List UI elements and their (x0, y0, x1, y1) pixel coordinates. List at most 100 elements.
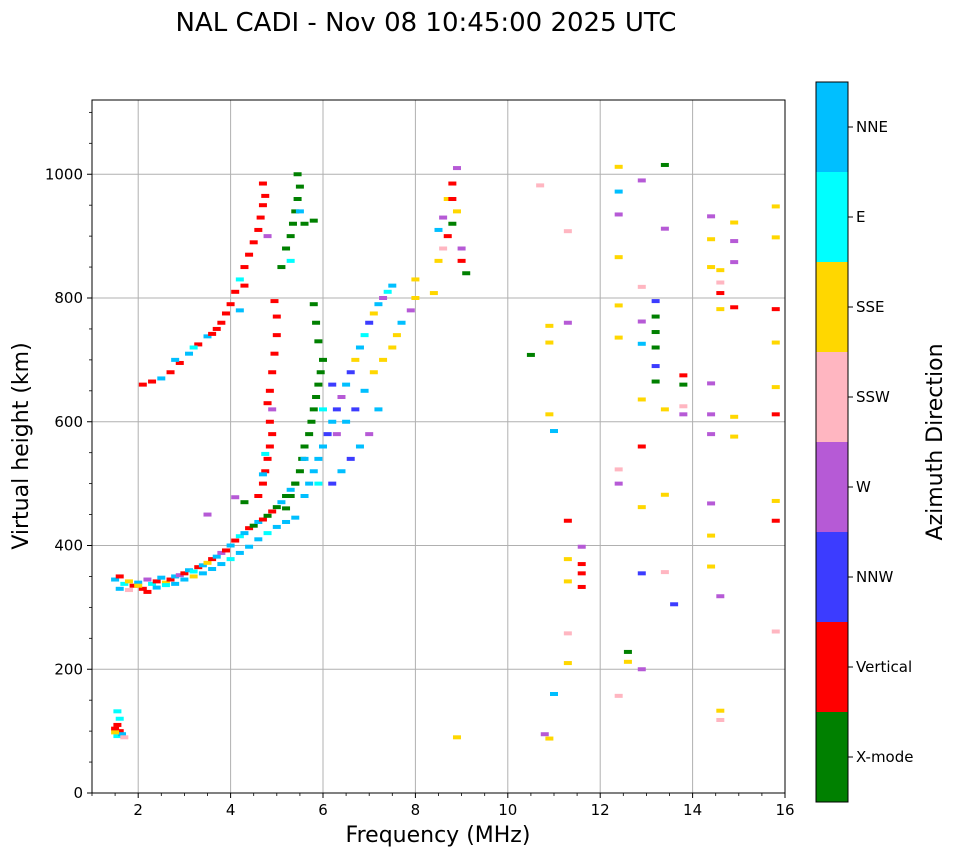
data-point (235, 308, 244, 313)
data-point (293, 197, 302, 201)
data-point (563, 518, 572, 523)
x-tick-label: 10 (498, 801, 517, 819)
data-point (282, 519, 291, 524)
data-point (577, 571, 586, 576)
data-point (286, 234, 295, 239)
data-point (379, 357, 388, 362)
data-point (254, 494, 263, 498)
data-point (716, 280, 725, 285)
data-point (235, 534, 244, 539)
data-point (452, 166, 461, 171)
data-point (614, 481, 623, 486)
data-point (291, 481, 300, 486)
data-point (261, 193, 270, 198)
data-point (716, 594, 725, 599)
colorbar-swatch (816, 712, 848, 802)
data-point (113, 709, 122, 714)
data-point (305, 481, 314, 486)
data-point (328, 382, 337, 387)
data-point (716, 291, 725, 296)
data-point (670, 602, 679, 607)
data-point (550, 429, 558, 434)
data-point (268, 432, 277, 437)
data-point (309, 302, 318, 307)
data-point (457, 258, 466, 263)
colorbar-swatch (816, 82, 848, 172)
data-point (771, 412, 780, 417)
data-point (261, 451, 270, 456)
data-point (577, 544, 586, 549)
data-point (707, 432, 716, 437)
y-ticks: 0 200 400 600 800 1000 (45, 111, 92, 802)
colorbar-label: E (856, 208, 865, 226)
data-point (180, 577, 189, 582)
data-point (263, 401, 272, 406)
data-point (439, 246, 448, 251)
data-point (660, 407, 669, 412)
x-tick-label: 14 (683, 801, 702, 819)
y-tick-label: 0 (73, 784, 83, 802)
data-point (300, 221, 309, 226)
colorbar-title: Azimuth Direction (923, 343, 948, 540)
data-point (254, 227, 263, 232)
data-point (771, 498, 780, 503)
data-point (314, 339, 323, 344)
data-point (355, 444, 364, 449)
data-point (550, 692, 558, 696)
plot-frame (91, 99, 786, 794)
data-point (270, 299, 279, 304)
data-point (240, 500, 249, 505)
data-point (369, 311, 378, 316)
data-point (651, 345, 660, 350)
data-point (138, 382, 147, 387)
data-point (637, 667, 646, 672)
data-point (730, 260, 739, 265)
colorbar-label: Vertical (856, 658, 912, 676)
data-point (462, 271, 471, 276)
data-point (707, 412, 716, 417)
data-point (286, 487, 295, 492)
data-point (171, 581, 180, 586)
data-point (637, 341, 646, 346)
data-point (282, 246, 291, 251)
data-point (212, 554, 221, 559)
data-point (563, 661, 572, 666)
data-point (355, 345, 364, 350)
data-point (730, 239, 739, 244)
data-point (175, 360, 184, 365)
data-point (730, 220, 739, 225)
data-point (651, 364, 660, 369)
data-point (157, 575, 166, 580)
data-point (161, 583, 170, 588)
data-point (268, 509, 277, 514)
colorbar-label: SSW (856, 388, 890, 406)
data-point (328, 481, 337, 486)
data-point (614, 335, 623, 340)
data-point (314, 456, 323, 461)
data-point (637, 397, 646, 402)
data-point (189, 574, 198, 579)
data-point (148, 379, 157, 384)
data-point (265, 444, 274, 449)
data-point (208, 567, 217, 572)
data-point (235, 550, 244, 555)
data-point (295, 469, 304, 474)
colorbar-label: SSE (856, 298, 885, 316)
data-point (189, 569, 198, 574)
colorbar: X-mode Vertical NNW W SSW SSE E NNE (815, 81, 913, 803)
data-point (115, 716, 124, 721)
data-point (443, 234, 452, 239)
data-point (124, 579, 133, 584)
colorbar-swatch (816, 262, 848, 352)
data-point (360, 388, 369, 393)
data-point (337, 469, 346, 474)
data-point (231, 538, 240, 543)
data-point (166, 370, 175, 375)
data-point (286, 494, 295, 498)
data-point (545, 340, 554, 345)
data-point (263, 234, 272, 239)
data-point (332, 407, 341, 412)
data-point (707, 265, 716, 270)
data-point (113, 734, 122, 739)
data-point (452, 209, 461, 214)
